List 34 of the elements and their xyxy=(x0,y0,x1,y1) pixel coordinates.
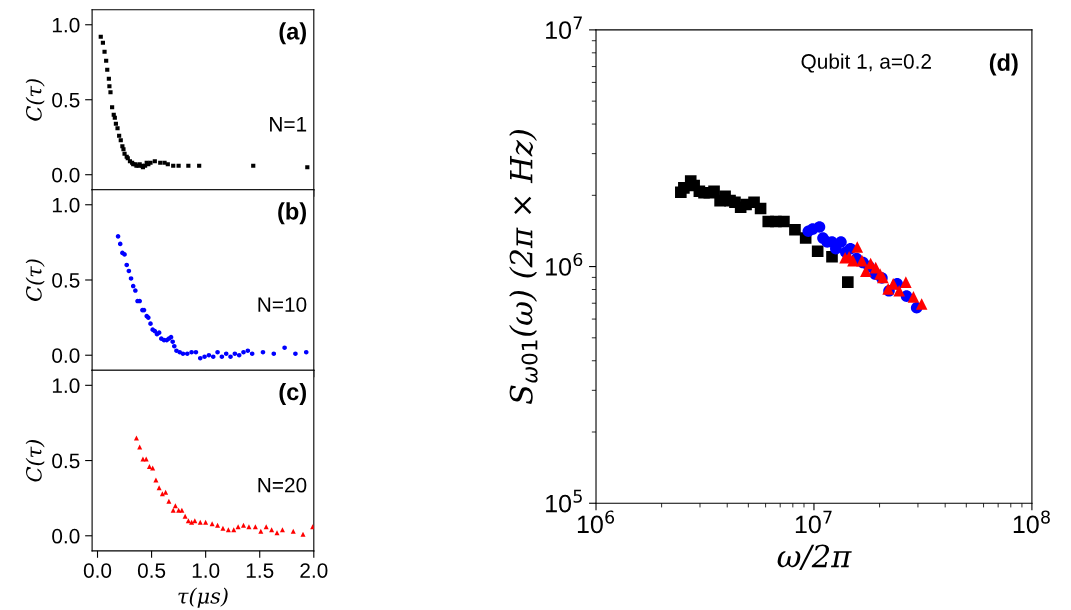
annotation: (c) xyxy=(279,382,306,405)
annotation: N=1 xyxy=(270,117,307,132)
y-tick-label: 1.0 xyxy=(52,17,80,33)
y-tick-label: 10$^{7}$ xyxy=(546,16,582,40)
y-tick-label: 1.0 xyxy=(52,378,80,394)
y-tick-label: 0.5 xyxy=(52,272,80,288)
y-axis-title: C(τ) xyxy=(25,440,45,482)
annotation: (a) xyxy=(279,22,306,45)
x-axis-title: ω/2π xyxy=(777,544,852,570)
x-tick-label: 10$^{6}$ xyxy=(577,510,615,534)
x-tick-label: 0.0 xyxy=(83,563,112,578)
y-tick-label: 1.0 xyxy=(52,197,80,213)
annotation: Qubit 1, a=0.2 xyxy=(801,53,931,73)
y-tick-label: 0.0 xyxy=(52,528,80,544)
x-tick-label: 10$^{7}$ xyxy=(795,510,832,534)
y-axis-title: C(τ) xyxy=(25,259,45,301)
y-tick-label: 10$^{5}$ xyxy=(546,489,582,513)
x-axis-title: τ(μs) xyxy=(178,587,228,608)
y-tick-label: 10$^{6}$ xyxy=(546,252,583,276)
y-axis-title: C(τ) xyxy=(25,79,45,121)
y-tick-label: 0.0 xyxy=(52,167,80,183)
y-tick-label: 0.0 xyxy=(52,348,80,363)
annotation: (b) xyxy=(278,202,306,225)
annotation: (d) xyxy=(989,53,1018,76)
y-tick-label: 0.5 xyxy=(52,453,80,469)
annotation: N=10 xyxy=(258,297,307,312)
x-tick-label: 2.0 xyxy=(300,563,328,578)
x-tick-label: 1.0 xyxy=(192,563,220,578)
y-axis-title: S$_{ω01}$(ω) (2π × Hz) xyxy=(509,130,538,405)
x-tick-label: 0.5 xyxy=(137,563,166,578)
x-tick-label: 10$^{8}$ xyxy=(1013,510,1050,534)
x-tick-label: 1.5 xyxy=(246,563,274,578)
y-tick-label: 0.5 xyxy=(52,92,80,108)
annotation: N=20 xyxy=(258,477,307,493)
